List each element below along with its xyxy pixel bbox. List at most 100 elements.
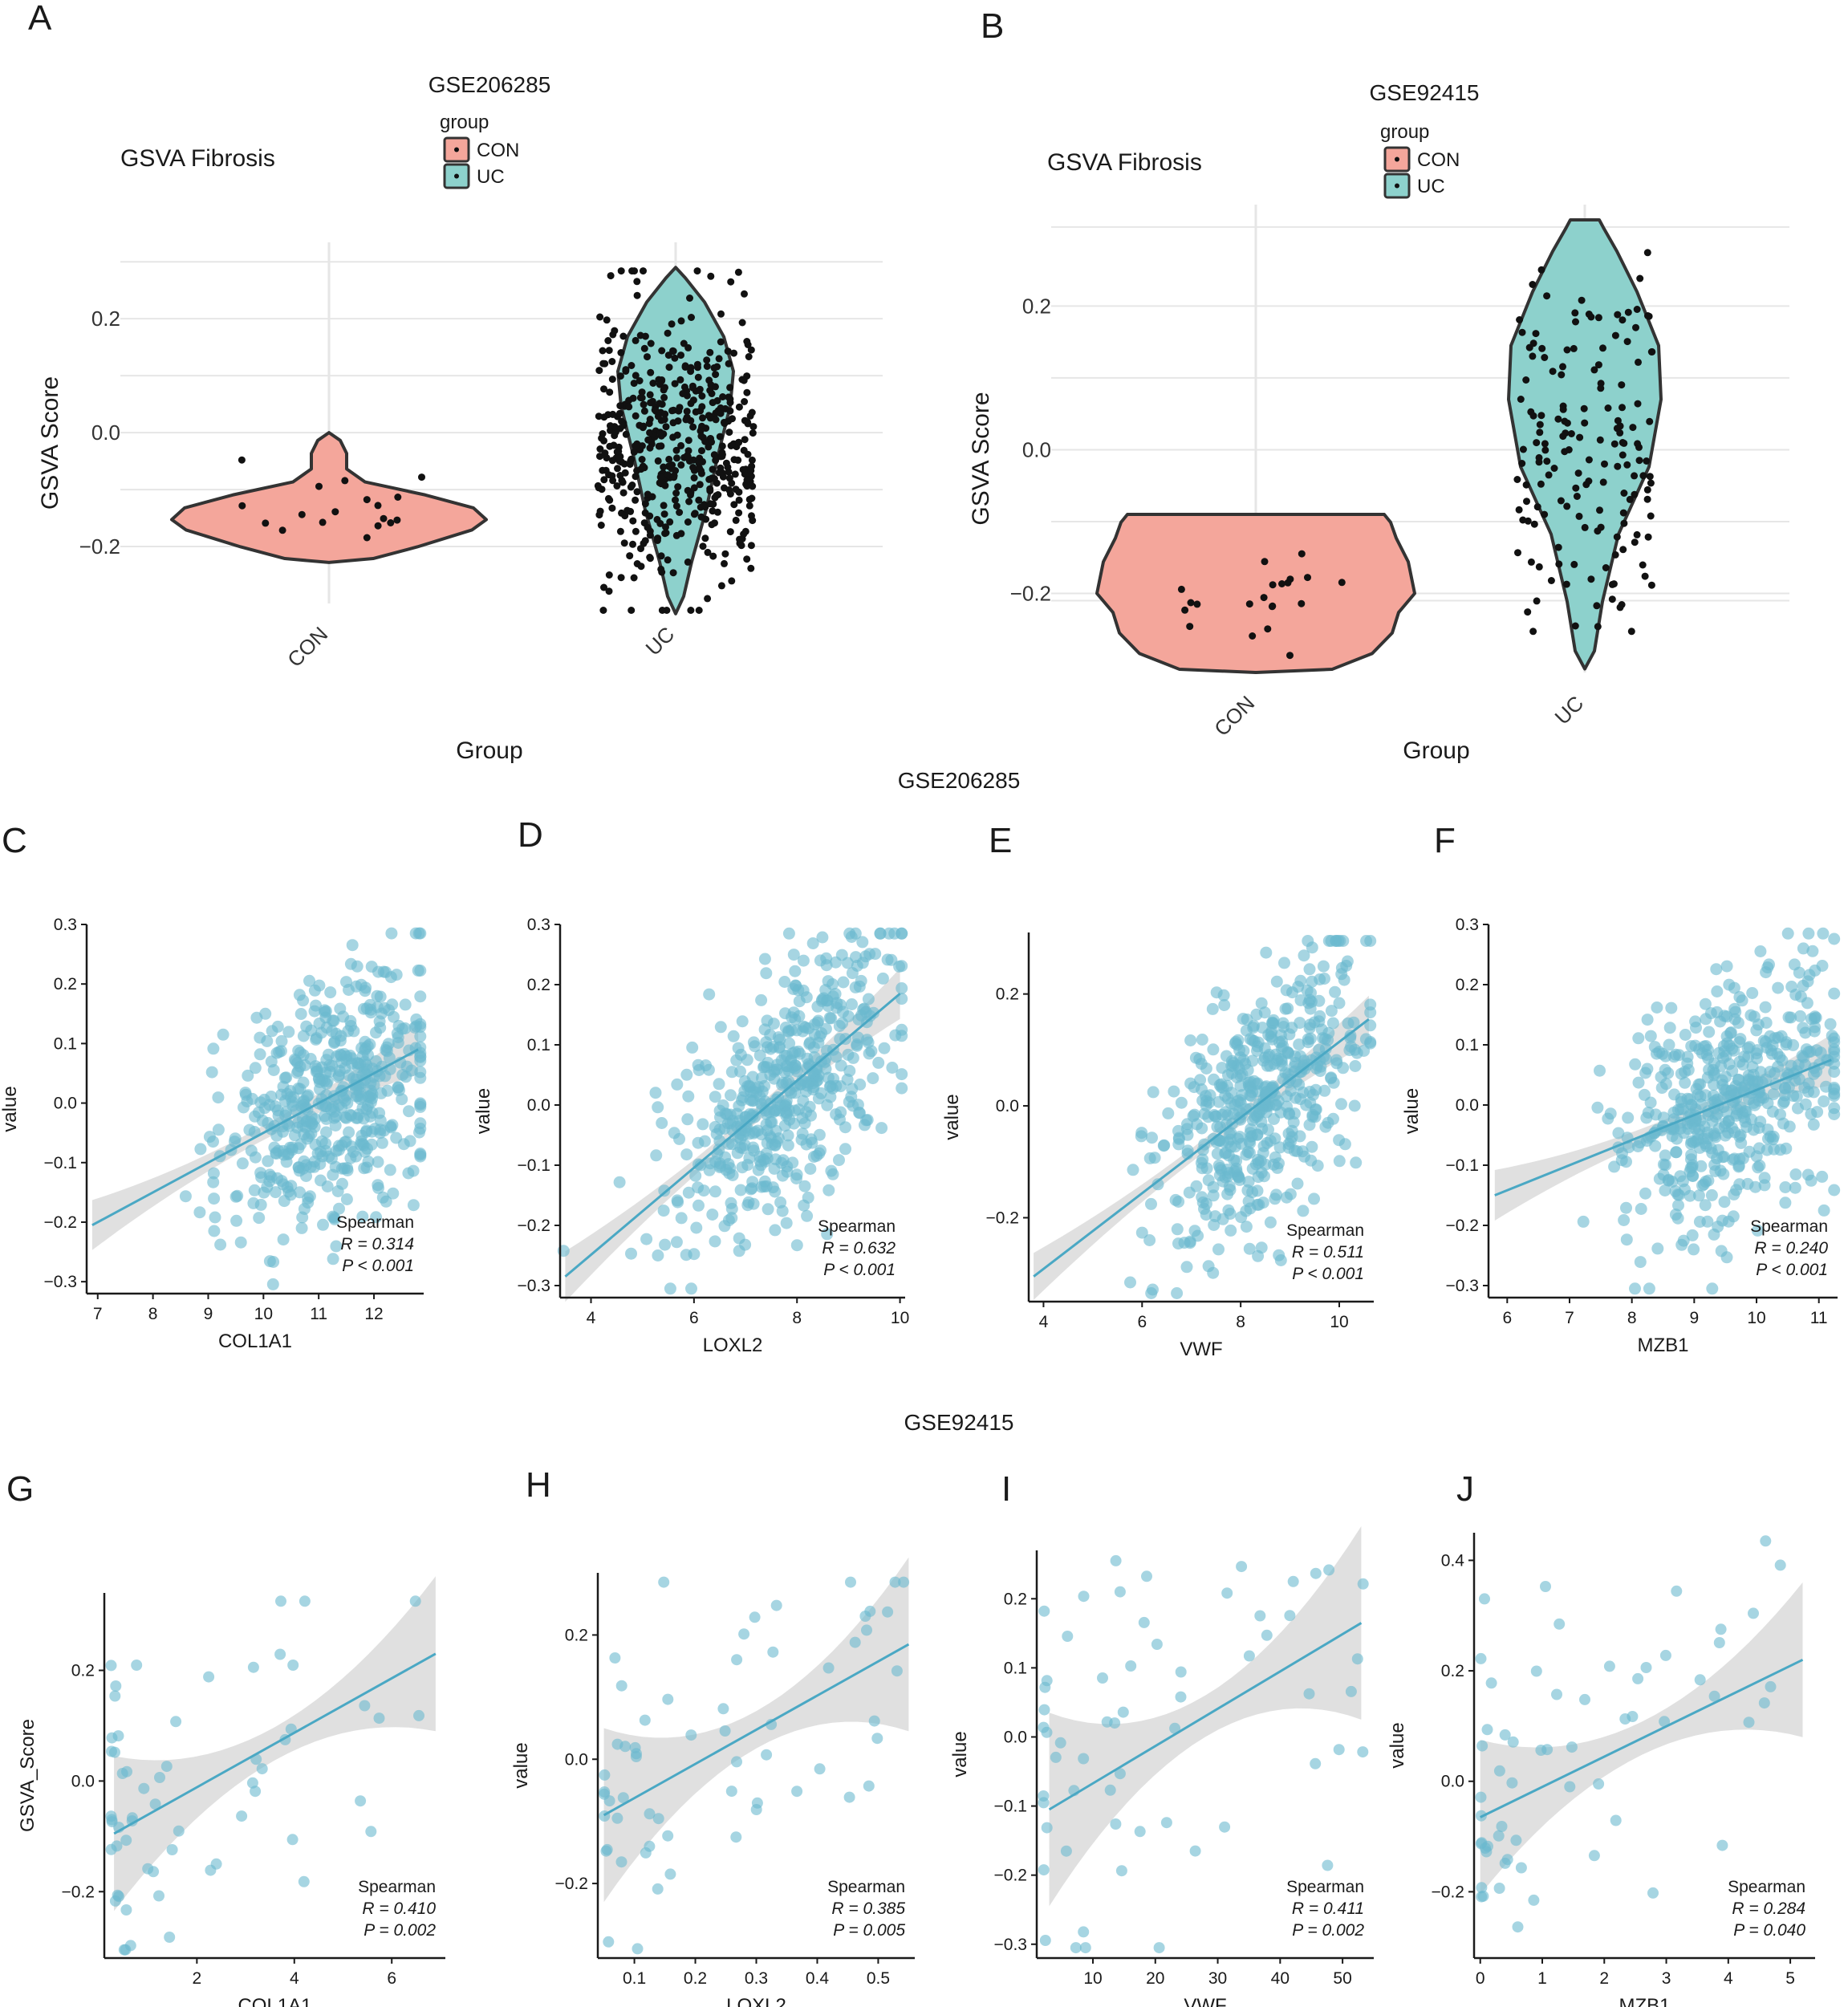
x-tick-label: UC <box>1549 691 1588 729</box>
jitter-point <box>1587 313 1595 321</box>
data-point <box>813 1128 826 1141</box>
data-point <box>680 1068 693 1081</box>
data-point <box>300 1115 313 1127</box>
scatter-panel-J: −0.2 0.0 0.2 0.4 0 1 2 3 4 5 MZB1 value Spearman R = … <box>1387 1469 1815 2007</box>
data-point <box>310 999 322 1012</box>
jitter-point <box>1619 439 1627 446</box>
jitter-point <box>646 554 654 561</box>
jitter-point <box>1620 490 1628 497</box>
jitter-point <box>743 476 751 484</box>
x-tick-label: 8 <box>792 1309 802 1327</box>
jitter-point <box>627 507 635 515</box>
data-point <box>1659 1184 1671 1196</box>
data-point <box>652 1883 664 1895</box>
scatter-panel-F: −0.3 −0.2 −0.1 0.0 0.1 0.2 0.3 6 7 8 9 10 11 MZB1 valu… <box>1401 821 1841 1356</box>
data-point <box>847 1099 859 1112</box>
jitter-point <box>1533 439 1541 447</box>
data-point <box>282 1026 295 1038</box>
data-point <box>885 953 898 966</box>
data-point <box>399 1022 412 1034</box>
data-point <box>372 1181 384 1194</box>
jitter-point <box>331 508 339 516</box>
data-point <box>1649 1140 1662 1152</box>
data-point <box>1639 1187 1651 1200</box>
panel-label: B <box>981 6 1004 46</box>
jitter-point <box>619 332 628 340</box>
data-point <box>1281 1002 1294 1015</box>
data-point <box>730 1831 742 1843</box>
data-point <box>1510 1834 1522 1847</box>
data-point <box>1720 1106 1732 1119</box>
y-axis-label: value <box>510 1742 532 1788</box>
panel-label: D <box>518 815 543 855</box>
jitter-point <box>657 552 665 560</box>
data-point <box>346 939 359 952</box>
jitter-point <box>1298 550 1306 558</box>
y-tick-label: 0.2 <box>1022 294 1051 318</box>
data-point <box>246 1092 258 1105</box>
data-point <box>1255 997 1268 1010</box>
data-point <box>700 1059 712 1072</box>
jitter-point <box>616 409 623 417</box>
jitter-point <box>1529 281 1537 288</box>
jitter-point <box>1559 363 1566 371</box>
data-point <box>778 976 791 988</box>
jitter-point <box>1559 405 1567 413</box>
data-point <box>1692 1189 1705 1202</box>
data-point <box>1758 1179 1771 1192</box>
data-point <box>1642 1107 1655 1119</box>
data-point <box>266 1278 279 1290</box>
data-point <box>889 1576 901 1588</box>
data-point <box>709 1091 721 1103</box>
x-tick-label: 4 <box>1039 1313 1049 1331</box>
jitter-point <box>731 470 739 478</box>
data-point <box>1810 1044 1823 1057</box>
data-point <box>1801 1168 1814 1181</box>
data-point <box>801 1052 814 1065</box>
jitter-point <box>633 291 641 299</box>
legend-entry: UC <box>477 166 505 188</box>
data-point <box>1172 1196 1185 1208</box>
data-point <box>350 1150 363 1163</box>
data-point <box>1282 1107 1295 1119</box>
data-point <box>355 978 368 991</box>
data-point <box>1632 1032 1645 1045</box>
jitter-point <box>656 519 664 527</box>
data-point <box>351 1057 364 1070</box>
jitter-point <box>595 412 603 420</box>
data-point <box>1248 1075 1261 1087</box>
data-point <box>1294 1050 1306 1062</box>
data-point <box>413 1709 424 1721</box>
data-point <box>1284 1610 1296 1622</box>
legend: group CON UC <box>1380 121 1460 199</box>
jitter-point <box>637 545 644 553</box>
jitter-point <box>1181 606 1189 614</box>
jitter-point <box>660 463 668 471</box>
data-point <box>656 1117 668 1129</box>
data-point <box>830 1108 843 1121</box>
dataset-title: GSE92415 <box>1370 80 1480 105</box>
data-point <box>1748 1607 1759 1619</box>
data-point <box>249 1151 262 1164</box>
jitter-point <box>696 385 704 393</box>
data-point <box>1657 1168 1670 1181</box>
data-point <box>611 1812 623 1824</box>
jitter-point <box>745 502 753 510</box>
data-point <box>835 949 848 961</box>
data-point <box>775 1156 788 1169</box>
data-point <box>105 1843 117 1855</box>
data-point <box>862 1036 875 1049</box>
y-axis-label: value <box>1401 1088 1423 1134</box>
jitter-point <box>709 552 717 560</box>
data-point <box>212 1123 225 1136</box>
x-axis-label: COL1A1 <box>238 1995 311 2007</box>
data-point <box>414 1050 427 1062</box>
data-point <box>1828 1032 1841 1045</box>
jitter-point <box>748 456 756 464</box>
jitter-point <box>725 474 733 482</box>
data-point <box>858 1002 871 1015</box>
jitter-point <box>718 453 726 461</box>
jitter-point <box>713 492 721 500</box>
jitter-point <box>1585 477 1593 485</box>
jitter-point <box>684 437 692 445</box>
